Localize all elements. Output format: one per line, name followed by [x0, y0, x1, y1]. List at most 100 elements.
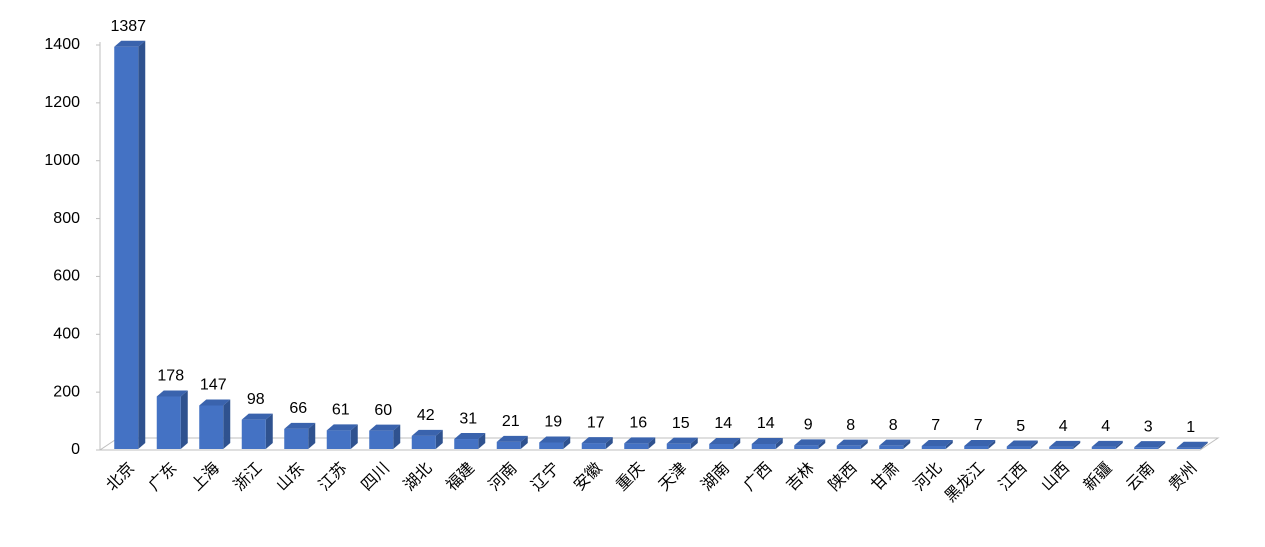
data-label: 61 [332, 402, 350, 419]
bar-side [775, 437, 783, 449]
data-label: 7 [931, 417, 940, 434]
bar-top [1049, 440, 1081, 447]
bar-top [836, 439, 868, 446]
bar [1006, 446, 1031, 449]
bar [114, 46, 139, 450]
bar [581, 443, 606, 449]
y-tick-label: 400 [53, 326, 80, 343]
bar-top [539, 436, 571, 443]
x-tick-label: 安徽 [570, 459, 605, 494]
y-tick-label: 0 [71, 441, 80, 458]
x-tick-label: 福建 [443, 459, 478, 494]
bar-side [1158, 441, 1166, 449]
x-tick-label: 广东 [145, 459, 180, 494]
bar-side [1115, 440, 1123, 449]
bar-side [1073, 440, 1081, 449]
data-label: 60 [374, 402, 392, 419]
bar-side [860, 439, 868, 449]
bar-top [284, 422, 316, 429]
x-tick-label: 北京 [103, 459, 138, 494]
x-tick-label: 四川 [358, 460, 393, 495]
bar-top [666, 437, 698, 444]
y-tick-label: 1400 [44, 36, 80, 53]
data-label: 8 [889, 417, 898, 434]
data-label: 178 [157, 368, 184, 385]
bar-side [563, 436, 571, 449]
data-label: 15 [672, 415, 690, 432]
bar-top [369, 424, 401, 431]
bar [496, 441, 521, 449]
bar [1049, 446, 1074, 449]
data-label: 17 [587, 414, 605, 431]
bar-top [114, 40, 146, 47]
bar-side [478, 433, 486, 449]
data-label: 7 [974, 417, 983, 434]
bar-top [1176, 441, 1208, 448]
x-tick-label: 贵州 [1165, 459, 1200, 494]
data-label: 3 [1144, 418, 1153, 435]
bar-side [350, 424, 358, 449]
x-tick-label: 江西 [995, 459, 1030, 494]
bar-side [690, 437, 698, 449]
bar [284, 428, 309, 449]
data-label: 42 [417, 407, 435, 424]
y-tick-label: 1000 [44, 152, 80, 169]
data-label: 147 [200, 377, 227, 394]
bar-top [964, 439, 996, 446]
x-tick-label: 重庆 [613, 459, 648, 494]
bar [1176, 447, 1201, 449]
bar-side [308, 422, 316, 449]
bar-side [648, 437, 656, 449]
data-label: 31 [459, 410, 477, 427]
bar [836, 445, 861, 449]
bar-side [393, 424, 401, 449]
bar [751, 443, 776, 449]
bar [666, 443, 691, 449]
bar-top [156, 390, 188, 397]
data-label: 9 [804, 417, 813, 434]
bar-top [241, 413, 273, 420]
bar-side [138, 40, 146, 450]
bar-side [223, 399, 231, 449]
bar-side [435, 429, 443, 449]
x-tick-label: 浙江 [230, 459, 265, 494]
data-label: 5 [1016, 418, 1025, 435]
x-tick-label: 辽宁 [528, 459, 563, 494]
data-label: 14 [757, 415, 775, 432]
x-tick-label: 河南 [485, 459, 520, 494]
x-tick-label: 甘肃 [868, 459, 903, 494]
data-label: 14 [714, 415, 732, 432]
bar-top [1091, 440, 1123, 447]
bar-side [818, 439, 826, 449]
bar [709, 443, 734, 449]
bar-top [624, 437, 656, 444]
x-tick-label: 云南 [1123, 459, 1158, 494]
y-tick-label: 1200 [44, 94, 80, 111]
bar-top [879, 439, 911, 446]
bar [369, 430, 394, 449]
bar [199, 405, 224, 449]
bar-top [751, 437, 783, 444]
bar-side [988, 439, 996, 449]
y-tick-label: 600 [53, 268, 80, 285]
x-tick-label: 广西 [740, 459, 775, 494]
bar-top [1134, 441, 1166, 448]
data-label: 21 [502, 413, 520, 430]
x-tick-label: 天津 [655, 459, 690, 494]
data-label: 1387 [110, 18, 146, 35]
x-tick-label: 河北 [910, 459, 945, 494]
x-tick-label: 湖南 [698, 459, 733, 494]
bar [794, 445, 819, 449]
bar-top [794, 439, 826, 446]
bar [156, 396, 181, 449]
bar-side [265, 413, 273, 449]
data-label: 66 [289, 400, 307, 417]
data-label: 8 [846, 417, 855, 434]
bar [1134, 447, 1159, 449]
y-tick-label: 800 [53, 210, 80, 227]
bar [1091, 446, 1116, 449]
bar [411, 435, 436, 449]
bar-top [709, 437, 741, 444]
x-tick-label: 黑龙江 [941, 459, 988, 506]
